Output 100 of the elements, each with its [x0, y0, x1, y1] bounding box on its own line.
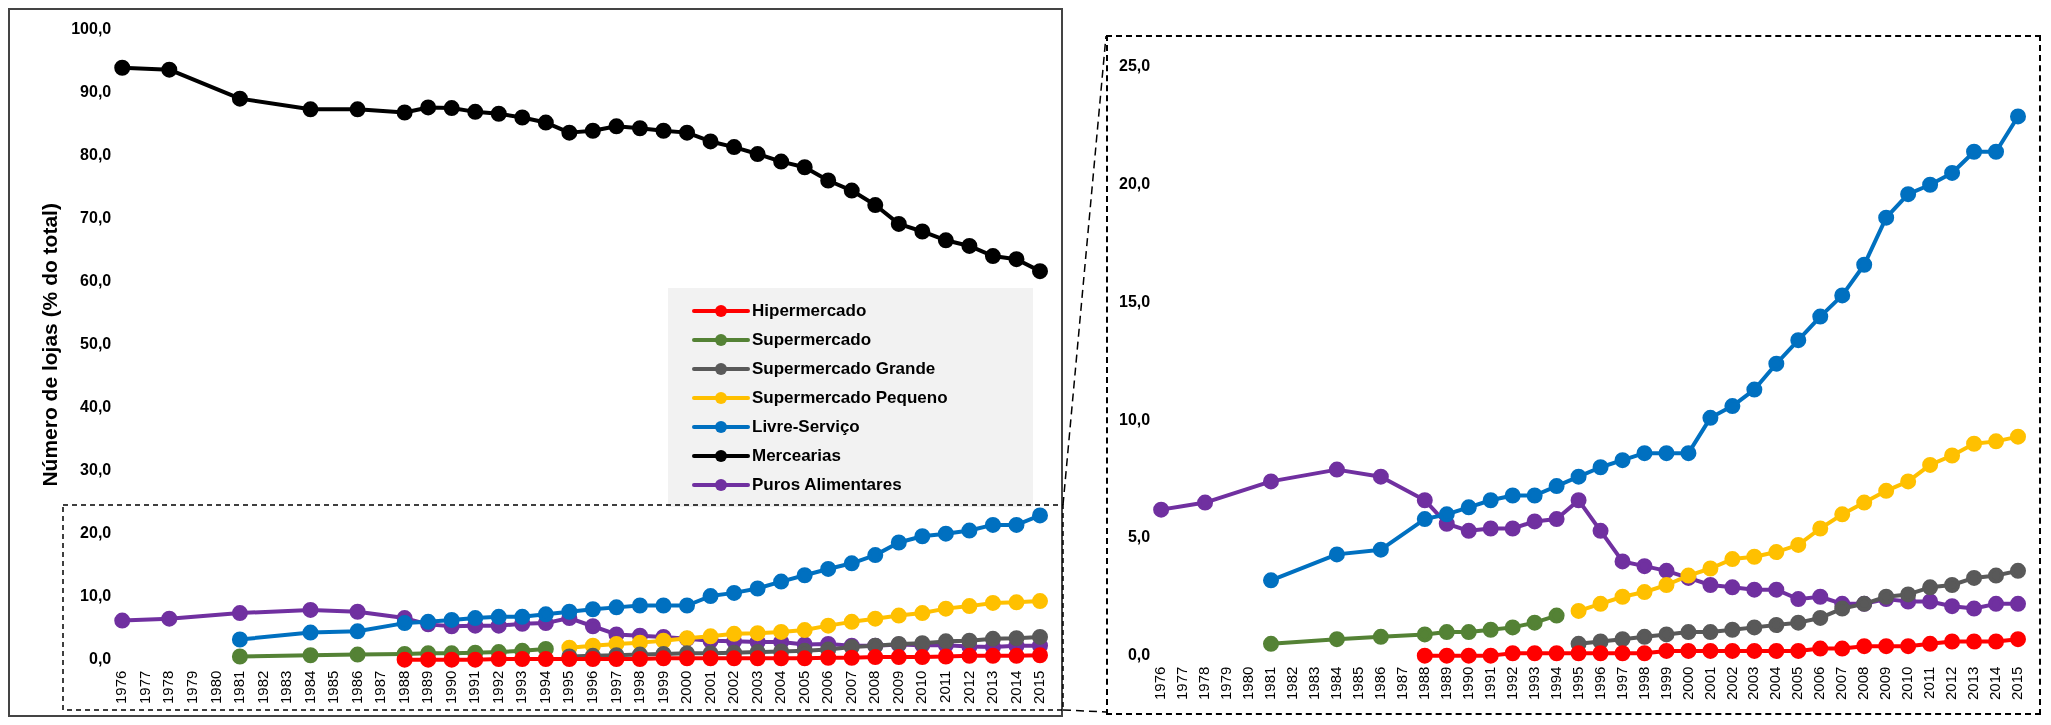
x-tick-label: 2006	[1810, 666, 1828, 701]
y-tick-label: 10,0	[80, 587, 112, 605]
x-tick-label: 2007	[841, 670, 859, 705]
x-tick-label: 1985	[324, 670, 342, 705]
x-tick-label: 1977	[1173, 666, 1191, 701]
x-tick-label: 2015	[2008, 666, 2026, 701]
x-tick-label: 1996	[583, 670, 601, 705]
x-tick-label: 2009	[888, 670, 906, 705]
legend-label: Supermercado Pequeno	[752, 387, 948, 408]
legend-label: Supermercado	[752, 329, 872, 350]
y-tick-label: 5,0	[1127, 528, 1151, 546]
x-tick-label: 1978	[159, 670, 177, 705]
y-tick-label: 100,0	[71, 20, 112, 38]
x-tick-label: 1983	[1305, 666, 1323, 701]
x-tick-label: 1991	[465, 670, 483, 705]
y-tick-label: 60,0	[80, 272, 112, 290]
x-tick-label: 1976	[1151, 666, 1169, 701]
y-tick-label: 30,0	[80, 461, 112, 479]
x-tick-label: 2010	[912, 670, 930, 705]
legend-label: Hipermercado	[752, 300, 867, 321]
y-tick-label: 80,0	[80, 146, 112, 164]
x-tick-label: 2002	[724, 670, 742, 705]
x-tick-label: 1984	[300, 670, 318, 705]
x-tick-label: 1995	[559, 670, 577, 705]
x-tick-label: 2015	[1030, 670, 1048, 705]
x-tick-label: 1990	[1458, 666, 1476, 701]
x-tick-label: 1988	[1414, 666, 1432, 701]
y-tick-label: 90,0	[80, 83, 112, 101]
legend-label: Supermercado Grande	[752, 358, 936, 379]
x-tick-label: 1982	[253, 670, 271, 705]
x-tick-label: 1990	[441, 670, 459, 705]
x-tick-label: 1983	[277, 670, 295, 705]
x-tick-label: 2008	[1854, 666, 1872, 701]
x-tick-label: 1980	[206, 670, 224, 705]
x-tick-label: 1977	[135, 670, 153, 705]
x-tick-label: 1981	[230, 670, 248, 705]
x-tick-label: 1998	[1634, 666, 1652, 701]
x-tick-label: 2002	[1722, 666, 1740, 701]
y-tick-label: 15,0	[1119, 292, 1151, 310]
y-tick-label: 40,0	[80, 398, 112, 416]
x-tick-label: 2012	[959, 670, 977, 705]
x-tick-label: 2013	[983, 670, 1001, 705]
x-tick-label: 1976	[112, 670, 130, 705]
x-tick-label: 1984	[1327, 666, 1345, 701]
x-tick-label: 1989	[1436, 666, 1454, 701]
x-tick-label: 2003	[1744, 666, 1762, 701]
x-tick-label: 1989	[418, 670, 436, 705]
legend-label: Livre-Serviço	[752, 416, 860, 437]
x-tick-label: 2010	[1898, 666, 1916, 701]
x-tick-label: 1987	[371, 670, 389, 705]
x-tick-label: 1992	[488, 670, 506, 705]
x-tick-label: 1997	[1612, 666, 1630, 701]
y-tick-label: 25,0	[1119, 57, 1151, 75]
x-tick-label: 2000	[1678, 666, 1696, 701]
y-tick-label: 10,0	[1119, 410, 1151, 428]
x-tick-label: 1999	[653, 670, 671, 705]
x-tick-label: 1991	[1480, 666, 1498, 701]
x-tick-label: 2004	[771, 670, 789, 705]
x-tick-label: 2008	[865, 670, 883, 705]
x-tick-label: 2011	[936, 670, 954, 703]
y-axis-title: Número de lojas (% do total)	[38, 203, 62, 487]
x-tick-label: 1994	[1546, 666, 1564, 701]
x-tick-label: 1985	[1349, 666, 1367, 701]
x-tick-label: 1997	[606, 670, 624, 705]
x-tick-label: 1995	[1568, 666, 1586, 701]
legend-label: Puros Alimentares	[752, 474, 902, 495]
x-tick-label: 1980	[1239, 666, 1257, 701]
x-tick-label: 2006	[818, 670, 836, 705]
x-tick-label: 1993	[512, 670, 530, 705]
x-tick-label: 1996	[1590, 666, 1608, 701]
x-tick-label: 1982	[1283, 666, 1301, 701]
x-tick-label: 1992	[1502, 666, 1520, 701]
legend-label: Mercearias	[752, 445, 841, 466]
x-tick-label: 1986	[347, 670, 365, 705]
x-tick-label: 2004	[1766, 666, 1784, 701]
x-tick-label: 2000	[677, 670, 695, 705]
y-tick-label: 0,0	[1127, 646, 1151, 664]
x-tick-label: 1988	[394, 670, 412, 705]
y-tick-label: 0,0	[88, 650, 112, 668]
x-tick-label: 1978	[1195, 666, 1213, 701]
x-tick-label: 1994	[535, 670, 553, 705]
x-tick-label: 2011	[1920, 666, 1938, 699]
x-tick-label: 2001	[1700, 666, 1718, 701]
x-tick-label: 2007	[1832, 666, 1850, 701]
x-tick-label: 1979	[1217, 666, 1235, 701]
x-tick-label: 2005	[794, 670, 812, 705]
x-tick-label: 2013	[1964, 666, 1982, 701]
x-tick-label: 2014	[1006, 670, 1024, 705]
x-tick-label: 2009	[1876, 666, 1894, 701]
x-tick-label: 1986	[1370, 666, 1388, 701]
x-tick-label: 2005	[1788, 666, 1806, 701]
x-tick-label: 2012	[1942, 666, 1960, 701]
x-tick-label: 1993	[1524, 666, 1542, 701]
y-tick-label: 20,0	[1119, 175, 1151, 193]
x-tick-label: 1987	[1392, 666, 1410, 701]
x-tick-label: 2014	[1986, 666, 2004, 701]
y-tick-label: 70,0	[80, 209, 112, 227]
x-tick-label: 1999	[1656, 666, 1674, 701]
x-tick-label: 2001	[700, 670, 718, 705]
y-tick-label: 50,0	[80, 335, 112, 353]
